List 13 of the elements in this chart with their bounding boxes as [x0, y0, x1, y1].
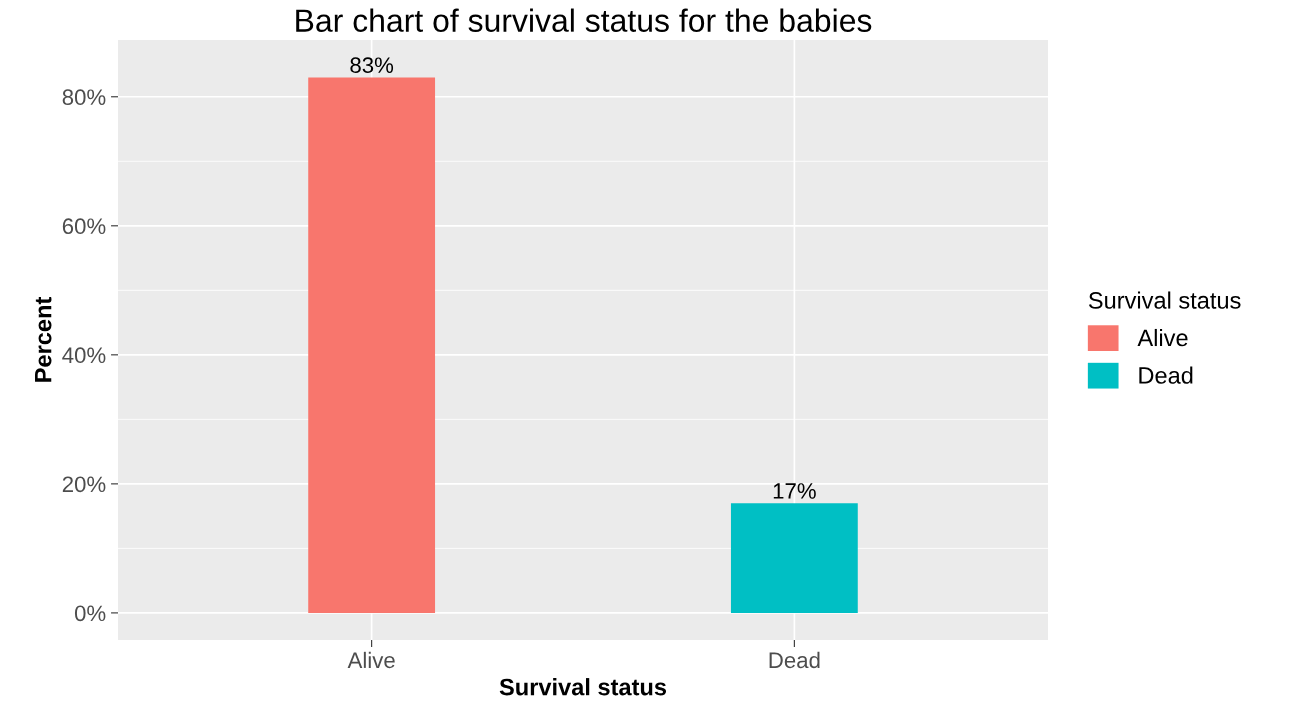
y-tick-label: 20%	[62, 476, 106, 493]
y-tick-label: 60%	[62, 218, 106, 235]
legend-title: Survival status	[1088, 291, 1241, 309]
data-label: 17%	[773, 483, 816, 499]
y-tick-label: 40%	[62, 347, 106, 364]
legend-label: Dead	[1139, 366, 1193, 384]
data-label: 83%	[350, 57, 394, 74]
y-tick-label: 0%	[74, 605, 106, 622]
chart-title: Bar chart of survival status for the babies	[296, 8, 872, 32]
legend-label: Alive	[1137, 328, 1188, 347]
y-tick-label: 80%	[62, 89, 106, 106]
y-axis-title: Percent	[35, 296, 52, 382]
x-axis-title: Survival status	[499, 678, 667, 696]
